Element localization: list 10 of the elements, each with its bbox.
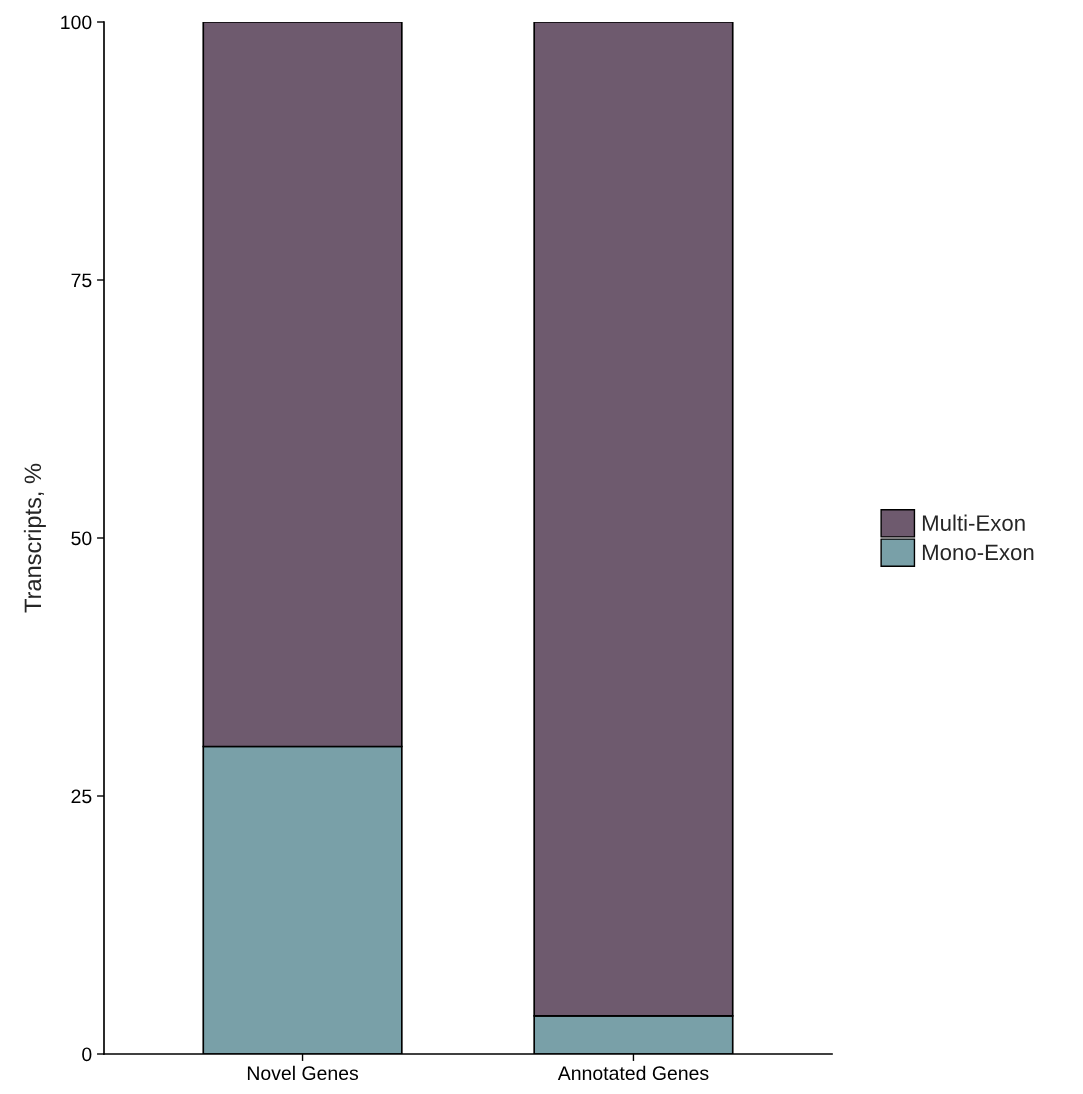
y-tick-label: 50 (71, 531, 92, 546)
x-tick-label: Annotated Genes (557, 1065, 709, 1081)
y-tick-label: 100 (61, 15, 92, 30)
x-tick-label: Novel Genes (247, 1065, 359, 1081)
y-tick-label: 25 (71, 789, 92, 804)
y-tick-label: 0 (82, 1047, 92, 1062)
y-tick-label: 75 (71, 273, 92, 288)
y-axis-title: Transcripts, % (23, 463, 46, 613)
legend-label: Multi-Exon (922, 514, 1025, 531)
legend-label: Mono-Exon (922, 544, 1034, 561)
